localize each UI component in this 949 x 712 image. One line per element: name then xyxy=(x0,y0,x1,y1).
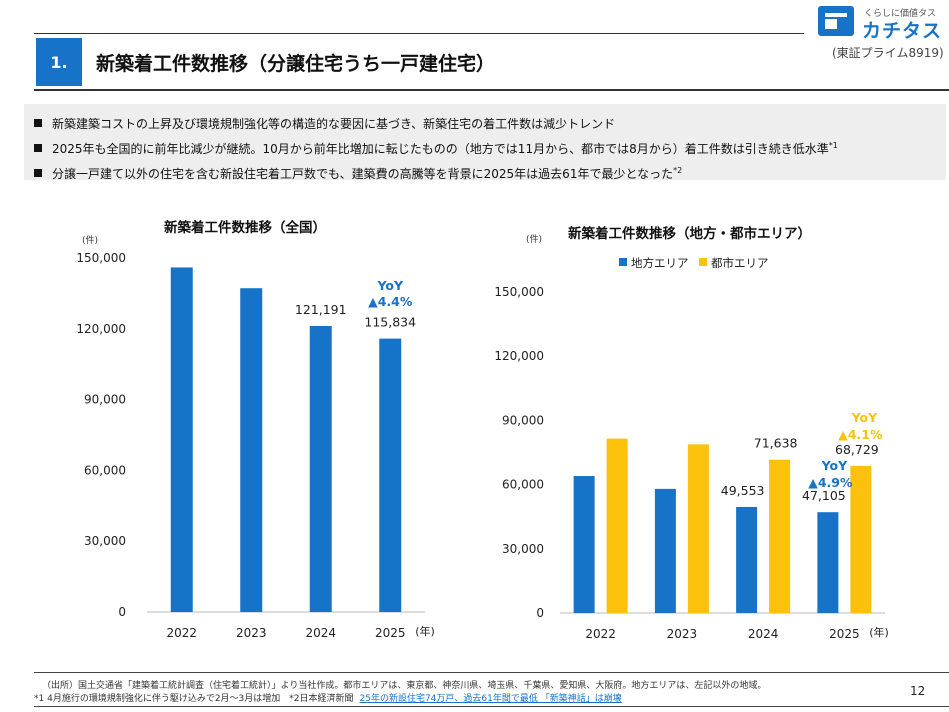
footer-bottom-rule xyxy=(34,706,949,707)
header: 1. 新築着工件数推移（分譲住宅うち一戸建住宅） くらしに価値タス カチタス (… xyxy=(0,0,949,100)
x-tick-label: 2022 xyxy=(585,627,616,641)
page-number: 12 xyxy=(910,684,926,698)
bullet-item: 分譲一戸建て以外の住宅を含む新設住宅着工戸数でも、建築費の高騰等を背景に2025… xyxy=(34,160,936,185)
footer-source: （出所）国土交通省「建築着工統計調査（住宅着工統計）」より当社作成。都市エリアは… xyxy=(42,681,767,691)
data-label: 47,105 xyxy=(802,488,846,503)
exchange-listing: (東証プライム8919) xyxy=(832,46,944,60)
logo-tagline: くらしに価値タス xyxy=(864,9,937,19)
y-tick-label: 60,000 xyxy=(84,463,126,477)
x-tick-label: 2024 xyxy=(748,627,779,641)
y-tick-label: 60,000 xyxy=(502,478,544,492)
x-tick-label: 2023 xyxy=(667,627,698,641)
y-tick-label: 120,000 xyxy=(76,322,126,336)
yoy-value: ▲4.4% xyxy=(368,294,413,309)
x-tick-label: 2022 xyxy=(166,626,197,640)
bar-national-2022 xyxy=(170,267,193,612)
y-tick-label: 150,000 xyxy=(76,251,126,265)
katitas-logo-icon xyxy=(818,6,854,36)
bullet-item: 2025年も全国的に前年比減少が継続。10月から前年比増加に転じたものの（地方で… xyxy=(34,135,936,160)
bar-national-2023 xyxy=(240,288,263,612)
footer-rule xyxy=(34,672,949,673)
bar-local-2025 xyxy=(817,512,839,613)
y-tick-label: 30,000 xyxy=(502,542,544,556)
y-tick-label: 90,000 xyxy=(502,413,544,427)
bar-urban-2024 xyxy=(769,459,791,613)
news-link[interactable]: 25年の新設住宅74万戸、過去61年間で最低 「新築神話」は崩壊 xyxy=(359,694,622,704)
chart-title-regional: 新築着工件数推移（地方・都市エリア） xyxy=(568,226,811,242)
yoy-value-local: ▲4.9% xyxy=(808,475,853,490)
y-tick-label: 30,000 xyxy=(84,534,126,548)
data-label: 121,191 xyxy=(295,302,347,317)
data-label: 71,638 xyxy=(754,436,798,451)
footer-notes: *1 4月施行の環境規制強化に伴う駆け込みで2月～3月は増加 *2日本経済新聞 2… xyxy=(34,694,622,704)
logo-name: カチタス xyxy=(862,20,943,42)
yoy-label: YoY xyxy=(376,278,403,293)
chart-title-national: 新築着工件数推移（全国） xyxy=(164,220,326,236)
bar-urban-2025 xyxy=(850,465,872,613)
x-tick-label: 2025 xyxy=(375,626,406,640)
page-title: 新築着工件数推移（分譲住宅うち一戸建住宅） xyxy=(96,53,496,75)
x-axis-unit: (年) xyxy=(869,625,889,639)
x-tick-label: 2025 xyxy=(829,627,860,641)
data-label: 115,834 xyxy=(364,315,416,330)
yoy-label-urban: YoY xyxy=(851,410,878,425)
yoy-value-urban: ▲4.1% xyxy=(838,427,883,442)
bar-local-2023 xyxy=(654,488,676,613)
y-tick-label: 0 xyxy=(536,606,544,620)
y-tick-label: 120,000 xyxy=(494,349,544,363)
y-tick-label: 90,000 xyxy=(84,393,126,407)
bullet-item: 新築建築コストの上昇及び環境規制強化等の構造的な要因に基づき、新築住宅の着工件数… xyxy=(34,110,936,135)
x-tick-label: 2023 xyxy=(236,626,267,640)
y-tick-label: 0 xyxy=(118,605,126,619)
yoy-label-local: YoY xyxy=(821,458,848,473)
y-tick-label: 150,000 xyxy=(494,285,544,299)
header-bottom-rule xyxy=(34,89,949,91)
y-axis-unit: (件) xyxy=(82,234,98,246)
bar-urban-2023 xyxy=(687,444,709,613)
x-axis-unit: (年) xyxy=(415,624,435,638)
legend-swatch xyxy=(699,258,707,266)
bar-local-2024 xyxy=(736,506,758,613)
section-number: 1. xyxy=(36,38,82,86)
data-label: 49,553 xyxy=(721,483,765,498)
bar-national-2025 xyxy=(379,338,402,612)
header-top-rule xyxy=(34,33,804,34)
legend-swatch xyxy=(619,258,627,266)
summary-bullets: 新築建築コストの上昇及び環境規制強化等の構造的な要因に基づき、新築住宅の着工件数… xyxy=(24,104,946,181)
legend-label: 都市エリア xyxy=(711,256,769,270)
bar-urban-2022 xyxy=(606,438,628,613)
data-label: 68,729 xyxy=(835,442,879,457)
legend-label: 地方エリア xyxy=(631,256,689,270)
bar-national-2024 xyxy=(309,325,332,612)
x-tick-label: 2024 xyxy=(305,626,336,640)
bar-local-2022 xyxy=(573,476,595,613)
y-axis-unit: (件) xyxy=(526,233,542,245)
